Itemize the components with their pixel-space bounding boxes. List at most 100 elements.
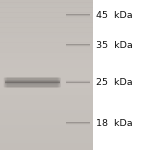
Bar bbox=[4, 80, 60, 81]
Bar bbox=[0, 87, 93, 90]
Bar bbox=[0, 112, 93, 115]
Bar bbox=[0, 42, 93, 45]
Bar bbox=[0, 20, 93, 22]
Bar bbox=[4, 77, 60, 78]
Bar bbox=[0, 130, 93, 132]
Bar bbox=[0, 128, 93, 130]
Bar bbox=[0, 102, 93, 105]
Bar bbox=[4, 87, 60, 88]
Bar bbox=[0, 82, 93, 85]
Bar bbox=[0, 68, 93, 70]
Bar bbox=[66, 11, 90, 12]
Bar bbox=[0, 145, 93, 147]
Bar bbox=[0, 140, 93, 142]
Bar bbox=[0, 72, 93, 75]
Bar bbox=[0, 60, 93, 63]
Bar bbox=[66, 125, 90, 126]
Bar bbox=[66, 120, 90, 121]
Bar bbox=[0, 123, 93, 125]
Bar bbox=[66, 12, 90, 13]
Bar bbox=[0, 135, 93, 138]
Text: 45  kDa: 45 kDa bbox=[96, 11, 133, 20]
Bar bbox=[0, 10, 93, 12]
Bar bbox=[66, 17, 90, 18]
Bar bbox=[66, 80, 90, 81]
Bar bbox=[0, 80, 93, 82]
Bar bbox=[66, 47, 90, 48]
Bar bbox=[0, 70, 93, 72]
Bar bbox=[66, 42, 90, 43]
Text: 25  kDa: 25 kDa bbox=[96, 78, 133, 87]
Bar bbox=[0, 35, 93, 38]
Bar bbox=[66, 13, 90, 14]
Bar bbox=[0, 110, 93, 112]
Bar bbox=[4, 76, 60, 77]
Bar bbox=[0, 142, 93, 145]
Bar bbox=[66, 81, 90, 82]
Bar bbox=[0, 147, 93, 150]
Bar bbox=[0, 100, 93, 102]
Bar bbox=[66, 119, 90, 120]
Bar bbox=[0, 0, 93, 3]
Bar bbox=[66, 83, 90, 84]
Bar bbox=[66, 79, 90, 80]
Bar bbox=[0, 52, 93, 55]
FancyBboxPatch shape bbox=[7, 78, 58, 87]
Bar bbox=[0, 30, 93, 33]
Bar bbox=[66, 121, 90, 122]
Bar bbox=[0, 90, 93, 93]
Bar bbox=[0, 108, 93, 110]
Bar bbox=[0, 3, 93, 5]
Bar bbox=[0, 65, 93, 68]
Bar bbox=[0, 98, 93, 100]
Bar bbox=[66, 122, 90, 123]
Bar bbox=[4, 85, 60, 86]
Bar bbox=[0, 25, 93, 27]
Bar bbox=[0, 57, 93, 60]
Bar bbox=[0, 78, 93, 80]
Bar bbox=[0, 27, 93, 30]
Bar bbox=[0, 22, 93, 25]
FancyBboxPatch shape bbox=[4, 78, 61, 87]
Bar bbox=[0, 45, 93, 48]
Bar bbox=[0, 12, 93, 15]
Bar bbox=[66, 14, 90, 15]
Bar bbox=[66, 43, 90, 44]
Bar bbox=[0, 33, 93, 35]
Bar bbox=[0, 55, 93, 57]
Bar bbox=[0, 117, 93, 120]
Bar bbox=[0, 38, 93, 40]
Bar bbox=[4, 82, 60, 83]
Bar bbox=[4, 78, 60, 79]
Bar bbox=[0, 105, 93, 108]
Bar bbox=[66, 123, 90, 124]
Bar bbox=[0, 138, 93, 140]
Bar bbox=[66, 82, 90, 83]
Bar bbox=[0, 40, 93, 42]
Bar bbox=[0, 48, 93, 50]
Bar bbox=[0, 8, 93, 10]
Bar bbox=[4, 86, 60, 87]
Bar bbox=[66, 44, 90, 45]
Bar bbox=[0, 18, 93, 20]
Text: 18  kDa: 18 kDa bbox=[96, 118, 133, 127]
Bar bbox=[0, 120, 93, 123]
Bar bbox=[0, 115, 93, 117]
Bar bbox=[0, 85, 93, 87]
Bar bbox=[0, 50, 93, 52]
Bar bbox=[66, 45, 90, 46]
Bar bbox=[0, 75, 93, 78]
Bar bbox=[0, 95, 93, 98]
Bar bbox=[0, 63, 93, 65]
Bar bbox=[66, 85, 90, 86]
Bar bbox=[4, 81, 60, 82]
FancyBboxPatch shape bbox=[5, 78, 59, 87]
Bar bbox=[66, 15, 90, 16]
Text: 35  kDa: 35 kDa bbox=[96, 40, 133, 50]
Bar bbox=[4, 79, 60, 80]
Bar bbox=[4, 84, 60, 85]
Bar bbox=[0, 5, 93, 8]
Bar bbox=[0, 132, 93, 135]
Bar bbox=[66, 41, 90, 42]
Bar bbox=[0, 125, 93, 127]
